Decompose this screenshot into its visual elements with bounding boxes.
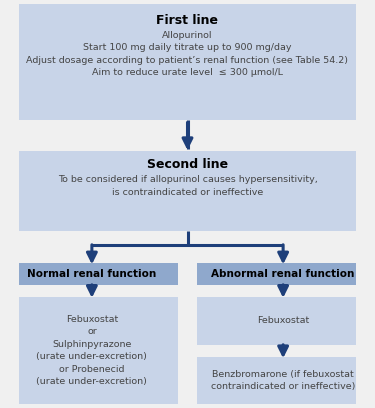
Text: Benzbromarone (if febuxostat
contraindicated or ineffective): Benzbromarone (if febuxostat contraindic… <box>211 370 356 391</box>
FancyBboxPatch shape <box>197 297 356 345</box>
FancyBboxPatch shape <box>197 263 356 285</box>
FancyBboxPatch shape <box>19 151 356 231</box>
Text: Allopurinol
Start 100 mg daily titrate up to 900 mg/day
Adjust dosage according : Allopurinol Start 100 mg daily titrate u… <box>27 31 348 77</box>
Text: Abnormal renal function: Abnormal renal function <box>211 269 355 279</box>
FancyBboxPatch shape <box>197 357 356 404</box>
FancyBboxPatch shape <box>19 297 178 404</box>
Text: To be considered if allopurinol causes hypersensitivity,
is contraindicated or i: To be considered if allopurinol causes h… <box>58 175 317 197</box>
Text: First line: First line <box>156 14 219 27</box>
Text: Second line: Second line <box>147 158 228 171</box>
Text: Normal renal function: Normal renal function <box>27 269 156 279</box>
FancyBboxPatch shape <box>19 4 356 120</box>
Text: Febuxostat: Febuxostat <box>257 316 309 326</box>
Text: Febuxostat
or
Sulphinpyrazone
(urate under-excretion)
or Probenecid
(urate under: Febuxostat or Sulphinpyrazone (urate und… <box>36 315 147 386</box>
FancyBboxPatch shape <box>19 263 178 285</box>
